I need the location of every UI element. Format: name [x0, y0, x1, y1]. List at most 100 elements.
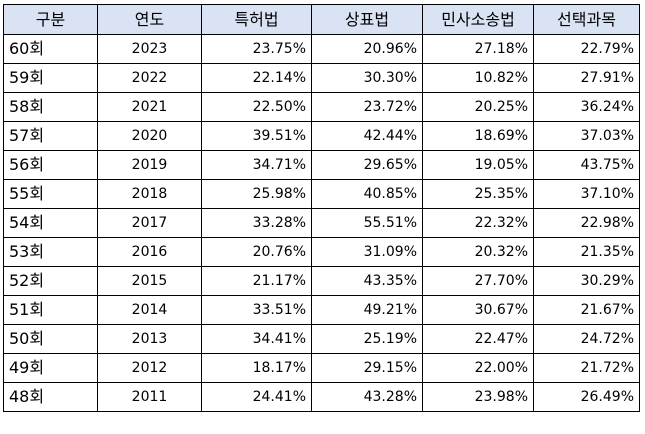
table-row: 57회 2020 39.51% 42.44% 18.69% 37.03% [3, 121, 640, 151]
cell-round: 49회 [3, 353, 98, 383]
cell-elective: 30.29% [533, 266, 640, 296]
cell-patent-law: 33.28% [201, 208, 312, 238]
header-civil-procedure: 민사소송법 [422, 4, 534, 35]
cell-year: 2013 [97, 324, 202, 354]
cell-patent-law: 22.14% [201, 63, 312, 93]
cell-round: 59회 [3, 63, 98, 93]
cell-patent-law: 33.51% [201, 295, 312, 325]
cell-year: 2015 [97, 266, 202, 296]
table-row: 52회 2015 21.17% 43.35% 27.70% 30.29% [3, 266, 640, 296]
table-body: 60회 2023 23.75% 20.96% 27.18% 22.79% 59회 2022 22… [3, 34, 640, 412]
cell-patent-law: 21.17% [201, 266, 312, 296]
table-row: 48회 2011 24.41% 43.28% 23.98% 26.49% [3, 382, 640, 412]
cell-round: 57회 [3, 121, 98, 151]
cell-elective: 43.75% [533, 150, 640, 180]
cell-trademark-law: 20.96% [311, 34, 423, 64]
cell-trademark-law: 30.30% [311, 63, 423, 93]
cell-civil-procedure: 19.05% [422, 150, 534, 180]
cell-round: 60회 [3, 34, 98, 64]
cell-trademark-law: 23.72% [311, 92, 423, 122]
cell-trademark-law: 42.44% [311, 121, 423, 151]
cell-civil-procedure: 22.47% [422, 324, 534, 354]
cell-year: 2011 [97, 382, 202, 412]
cell-round: 52회 [3, 266, 98, 296]
cell-civil-procedure: 22.32% [422, 208, 534, 238]
cell-round: 54회 [3, 208, 98, 238]
cell-trademark-law: 43.35% [311, 266, 423, 296]
header-patent-law: 특허법 [201, 4, 312, 35]
cell-year: 2017 [97, 208, 202, 238]
cell-patent-law: 23.75% [201, 34, 312, 64]
table-row: 53회 2016 20.76% 31.09% 20.32% 21.35% [3, 237, 640, 267]
cell-elective: 26.49% [533, 382, 640, 412]
cell-year: 2016 [97, 237, 202, 267]
cell-patent-law: 34.41% [201, 324, 312, 354]
cell-trademark-law: 29.15% [311, 353, 423, 383]
cell-patent-law: 39.51% [201, 121, 312, 151]
table-row: 56회 2019 34.71% 29.65% 19.05% 43.75% [3, 150, 640, 180]
header-elective: 선택과목 [533, 4, 640, 35]
cell-patent-law: 20.76% [201, 237, 312, 267]
cell-year: 2019 [97, 150, 202, 180]
cell-round: 50회 [3, 324, 98, 354]
cell-civil-procedure: 23.98% [422, 382, 534, 412]
table-row: 50회 2013 34.41% 25.19% 22.47% 24.72% [3, 324, 640, 354]
cell-patent-law: 34.71% [201, 150, 312, 180]
cell-elective: 21.67% [533, 295, 640, 325]
cell-patent-law: 25.98% [201, 179, 312, 209]
cell-trademark-law: 55.51% [311, 208, 423, 238]
table-row: 54회 2017 33.28% 55.51% 22.32% 22.98% [3, 208, 640, 238]
cell-year: 2023 [97, 34, 202, 64]
table-row: 58회 2021 22.50% 23.72% 20.25% 36.24% [3, 92, 640, 122]
cell-civil-procedure: 10.82% [422, 63, 534, 93]
cell-elective: 36.24% [533, 92, 640, 122]
cell-patent-law: 18.17% [201, 353, 312, 383]
table-row: 49회 2012 18.17% 29.15% 22.00% 21.72% [3, 353, 640, 383]
cell-civil-procedure: 20.25% [422, 92, 534, 122]
cell-civil-procedure: 25.35% [422, 179, 534, 209]
cell-year: 2020 [97, 121, 202, 151]
table-row: 59회 2022 22.14% 30.30% 10.82% 27.91% [3, 63, 640, 93]
cell-trademark-law: 25.19% [311, 324, 423, 354]
cell-civil-procedure: 30.67% [422, 295, 534, 325]
header-year: 연도 [97, 4, 202, 35]
cell-trademark-law: 43.28% [311, 382, 423, 412]
cell-year: 2022 [97, 63, 202, 93]
cell-civil-procedure: 20.32% [422, 237, 534, 267]
cell-round: 51회 [3, 295, 98, 325]
cell-trademark-law: 40.85% [311, 179, 423, 209]
cell-round: 55회 [3, 179, 98, 209]
cell-elective: 22.79% [533, 34, 640, 64]
cell-elective: 21.72% [533, 353, 640, 383]
cell-patent-law: 22.50% [201, 92, 312, 122]
cell-year: 2014 [97, 295, 202, 325]
cell-elective: 37.03% [533, 121, 640, 151]
cell-elective: 24.72% [533, 324, 640, 354]
cell-round: 53회 [3, 237, 98, 267]
cell-elective: 22.98% [533, 208, 640, 238]
cell-round: 48회 [3, 382, 98, 412]
header-row: 구분 연도 특허법 상표법 민사소송법 선택과목 [3, 4, 640, 35]
table-row: 55회 2018 25.98% 40.85% 25.35% 37.10% [3, 179, 640, 209]
cell-civil-procedure: 27.70% [422, 266, 534, 296]
cell-patent-law: 24.41% [201, 382, 312, 412]
pass-rate-table: 구분 연도 특허법 상표법 민사소송법 선택과목 60회 2023 23.75% 20… [3, 4, 640, 412]
cell-civil-procedure: 18.69% [422, 121, 534, 151]
header-trademark-law: 상표법 [311, 4, 423, 35]
table-row: 60회 2023 23.75% 20.96% 27.18% 22.79% [3, 34, 640, 64]
cell-civil-procedure: 27.18% [422, 34, 534, 64]
cell-year: 2021 [97, 92, 202, 122]
cell-trademark-law: 31.09% [311, 237, 423, 267]
header-round: 구분 [3, 4, 98, 35]
cell-year: 2018 [97, 179, 202, 209]
cell-civil-procedure: 22.00% [422, 353, 534, 383]
cell-round: 58회 [3, 92, 98, 122]
table-row: 51회 2014 33.51% 49.21% 30.67% 21.67% [3, 295, 640, 325]
cell-round: 56회 [3, 150, 98, 180]
cell-elective: 37.10% [533, 179, 640, 209]
cell-trademark-law: 49.21% [311, 295, 423, 325]
cell-elective: 27.91% [533, 63, 640, 93]
cell-trademark-law: 29.65% [311, 150, 423, 180]
cell-elective: 21.35% [533, 237, 640, 267]
cell-year: 2012 [97, 353, 202, 383]
